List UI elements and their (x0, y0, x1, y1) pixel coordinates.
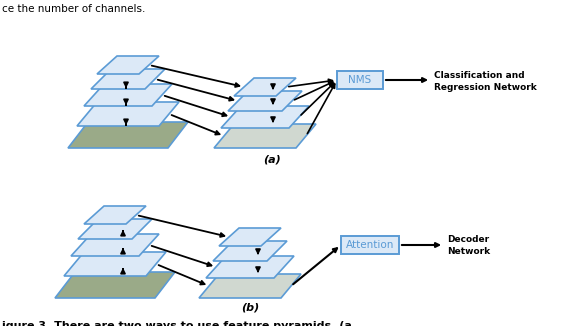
Polygon shape (84, 84, 172, 106)
Text: Regression Network: Regression Network (434, 82, 537, 92)
Text: Decoder: Decoder (447, 235, 489, 244)
Text: NMS: NMS (348, 75, 372, 85)
Polygon shape (206, 256, 294, 278)
Polygon shape (78, 219, 152, 239)
Polygon shape (84, 206, 146, 224)
Polygon shape (68, 122, 188, 148)
Polygon shape (91, 69, 165, 89)
Text: igure 3. There are two ways to use feature pyramids. (a: igure 3. There are two ways to use featu… (2, 321, 352, 326)
Polygon shape (234, 78, 296, 96)
Polygon shape (214, 124, 316, 148)
FancyBboxPatch shape (337, 71, 383, 89)
Polygon shape (55, 272, 175, 298)
Text: Attention: Attention (346, 240, 394, 250)
Polygon shape (213, 241, 287, 261)
FancyBboxPatch shape (341, 236, 399, 254)
Polygon shape (228, 91, 302, 111)
Text: ce the number of channels.: ce the number of channels. (2, 4, 145, 14)
Text: (b): (b) (241, 302, 259, 312)
Text: Network: Network (447, 247, 490, 257)
Text: (a): (a) (263, 155, 281, 165)
Polygon shape (71, 234, 159, 256)
Polygon shape (199, 274, 301, 298)
Polygon shape (219, 228, 281, 246)
Polygon shape (64, 252, 166, 276)
Polygon shape (221, 106, 309, 128)
Polygon shape (77, 102, 179, 126)
Text: Classification and: Classification and (434, 70, 525, 80)
Polygon shape (97, 56, 159, 74)
